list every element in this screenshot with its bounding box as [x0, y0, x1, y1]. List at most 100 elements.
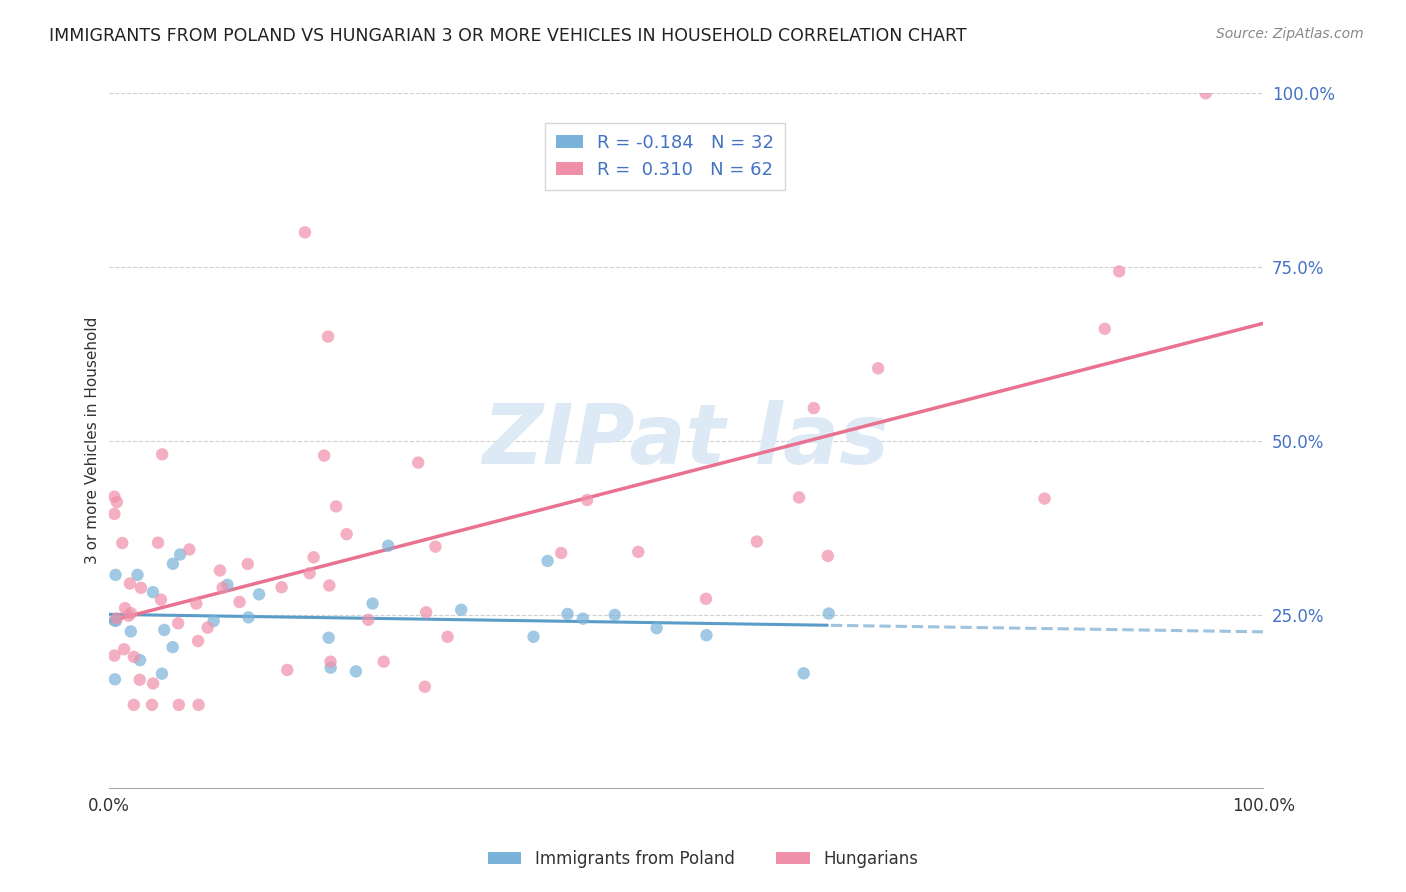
Point	[413, 680, 436, 694]
Point	[247, 587, 270, 601]
Point	[572, 612, 595, 626]
Point	[186, 597, 208, 611]
Point	[745, 534, 768, 549]
Point	[120, 606, 142, 620]
Point	[162, 557, 184, 571]
Point	[122, 649, 145, 664]
Point	[149, 592, 172, 607]
Point	[169, 548, 191, 562]
Point	[695, 628, 717, 642]
Point	[104, 673, 127, 687]
Point	[357, 613, 380, 627]
Point	[122, 698, 145, 712]
Point	[325, 500, 347, 514]
Point	[1108, 264, 1130, 278]
Point	[550, 546, 572, 560]
Point	[127, 568, 149, 582]
Point	[344, 665, 367, 679]
Point	[319, 655, 342, 669]
Point	[436, 630, 458, 644]
Point	[187, 698, 209, 712]
Point	[803, 401, 825, 415]
Point	[536, 554, 558, 568]
Point	[318, 631, 340, 645]
Point	[318, 578, 340, 592]
Point	[373, 655, 395, 669]
Point	[162, 640, 184, 654]
Point	[117, 608, 139, 623]
Point	[522, 630, 544, 644]
Text: Source: ZipAtlas.com: Source: ZipAtlas.com	[1216, 27, 1364, 41]
Point	[228, 595, 250, 609]
Point	[316, 329, 339, 343]
Y-axis label: 3 or more Vehicles in Household: 3 or more Vehicles in Household	[86, 317, 100, 565]
Point	[787, 491, 810, 505]
Point	[104, 614, 127, 628]
Point	[793, 666, 815, 681]
Point	[576, 493, 599, 508]
Point	[104, 568, 127, 582]
Point	[557, 607, 579, 621]
Point	[450, 603, 472, 617]
Point	[167, 698, 190, 712]
Point	[197, 621, 219, 635]
Point	[211, 581, 233, 595]
Point	[627, 545, 650, 559]
Point	[150, 447, 173, 461]
Point	[202, 614, 225, 628]
Point	[868, 361, 890, 376]
Point	[276, 663, 298, 677]
Point	[238, 610, 260, 624]
Point	[208, 564, 231, 578]
Point	[217, 578, 239, 592]
Point	[129, 581, 152, 595]
Point	[129, 653, 152, 667]
Point	[302, 550, 325, 565]
Point	[142, 585, 165, 599]
Point	[103, 614, 125, 628]
Point	[361, 597, 384, 611]
Point	[105, 495, 128, 509]
Legend: Immigrants from Poland, Hungarians: Immigrants from Poland, Hungarians	[481, 844, 925, 875]
Point	[415, 606, 437, 620]
Text: ZIPat las: ZIPat las	[482, 401, 890, 482]
Point	[103, 507, 125, 521]
Point	[1033, 491, 1056, 506]
Point	[817, 549, 839, 563]
Point	[103, 490, 125, 504]
Point	[146, 535, 169, 549]
Point	[114, 601, 136, 615]
Text: IMMIGRANTS FROM POLAND VS HUNGARIAN 3 OR MORE VEHICLES IN HOUSEHOLD CORRELATION : IMMIGRANTS FROM POLAND VS HUNGARIAN 3 OR…	[49, 27, 967, 45]
Point	[153, 623, 176, 637]
Point	[167, 616, 190, 631]
Point	[377, 539, 399, 553]
Point	[1094, 322, 1116, 336]
Point	[294, 225, 316, 239]
Point	[142, 676, 165, 690]
Point	[425, 540, 447, 554]
Point	[336, 527, 359, 541]
Point	[406, 456, 429, 470]
Point	[314, 449, 336, 463]
Point	[103, 648, 125, 663]
Point	[179, 542, 201, 557]
Point	[645, 621, 668, 635]
Point	[270, 580, 292, 594]
Point	[111, 536, 134, 550]
Point	[187, 634, 209, 648]
Point	[1195, 87, 1218, 101]
Point	[128, 673, 150, 687]
Point	[120, 624, 142, 639]
Point	[817, 607, 839, 621]
Point	[118, 576, 141, 591]
Point	[112, 642, 135, 657]
Point	[695, 591, 717, 606]
Legend: R = -0.184   N = 32, R =  0.310   N = 62: R = -0.184 N = 32, R = 0.310 N = 62	[546, 123, 785, 190]
Point	[298, 566, 321, 581]
Point	[236, 557, 259, 571]
Point	[150, 666, 173, 681]
Point	[603, 607, 626, 622]
Point	[105, 611, 128, 625]
Point	[319, 660, 342, 674]
Point	[141, 698, 163, 712]
